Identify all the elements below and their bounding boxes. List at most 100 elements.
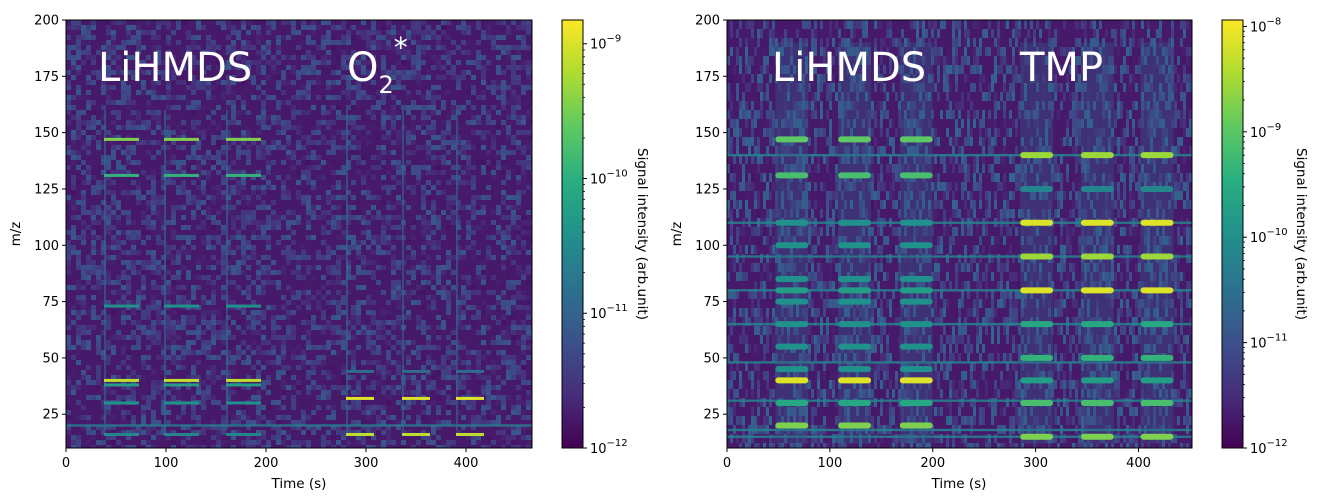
noise-cell: [136, 185, 141, 190]
noise-cell: [778, 65, 781, 74]
noise-cell: [186, 85, 191, 90]
noise-cell: [171, 320, 176, 325]
noise-cell: [386, 170, 391, 175]
noise-cell: [346, 350, 351, 355]
noise-cell: [66, 100, 71, 105]
noise-cell: [86, 325, 91, 330]
noise-cell: [326, 345, 331, 350]
noise-cell: [411, 140, 416, 145]
noise-cell: [511, 240, 516, 245]
noise-cell: [191, 105, 196, 110]
noise-cell: [386, 320, 391, 325]
noise-cell: [516, 415, 521, 420]
noise-cell: [331, 355, 336, 360]
noise-cell: [266, 360, 271, 365]
noise-cell: [121, 410, 126, 415]
noise-cell: [101, 260, 106, 265]
noise-cell: [476, 330, 481, 335]
noise-cell: [146, 90, 151, 95]
noise-cell: [301, 265, 306, 270]
noise-cell: [421, 435, 426, 440]
noise-cell: [733, 155, 736, 164]
noise-cell: [406, 95, 411, 100]
noise-cell: [766, 236, 769, 245]
noise-cell: [306, 300, 311, 305]
noise-cell: [216, 180, 221, 185]
noise-cell: [371, 405, 376, 410]
continuous-line: [66, 424, 532, 427]
noise-cell: [406, 115, 411, 120]
noise-cell: [296, 440, 301, 445]
noise-cell: [211, 110, 216, 115]
noise-cell: [206, 85, 211, 90]
noise-cell: [156, 210, 161, 215]
noise-cell: [81, 270, 86, 275]
noise-cell: [221, 230, 226, 235]
noise-cell: [96, 150, 101, 155]
noise-cell: [366, 90, 371, 95]
noise-cell: [733, 254, 736, 263]
noise-cell: [301, 335, 306, 340]
noise-cell: [151, 325, 156, 330]
noise-cell: [186, 60, 191, 65]
noise-cell: [276, 80, 281, 85]
noise-cell: [446, 300, 451, 305]
noise-cell: [727, 290, 730, 299]
noise-cell: [116, 215, 121, 220]
noise-cell: [516, 270, 521, 275]
noise-cell: [386, 135, 391, 140]
noise-cell: [471, 60, 476, 65]
noise-cell: [106, 210, 111, 215]
noise-cell: [291, 80, 296, 85]
noise-cell: [251, 185, 256, 190]
noise-cell: [466, 90, 471, 95]
noise-cell: [733, 317, 736, 326]
noise-cell: [236, 330, 241, 335]
noise-cell: [745, 155, 748, 164]
noise-cell: [146, 395, 151, 400]
pulse-band: [164, 378, 199, 382]
noise-cell: [281, 380, 286, 385]
noise-cell: [246, 75, 251, 80]
noise-cell: [781, 146, 784, 155]
noise-cell: [271, 185, 276, 190]
noise-cell: [366, 130, 371, 135]
noise-cell: [401, 30, 406, 35]
noise-cell: [778, 227, 781, 236]
y-tick-label: 50: [42, 351, 59, 366]
noise-cell: [406, 35, 411, 40]
noise-cell: [436, 425, 441, 430]
noise-cell: [486, 340, 491, 345]
noise-cell: [191, 415, 196, 420]
noise-cell: [196, 165, 201, 170]
noise-cell: [241, 55, 246, 60]
noise-cell: [301, 110, 306, 115]
noise-cell: [156, 385, 161, 390]
noise-cell: [754, 119, 757, 128]
noise-cell: [431, 55, 436, 60]
noise-cell: [261, 235, 266, 240]
noise-cell: [141, 245, 146, 250]
noise-cell: [151, 315, 156, 320]
noise-cell: [757, 74, 760, 83]
noise-cell: [181, 365, 186, 370]
noise-cell: [506, 365, 511, 370]
noise-cell: [301, 195, 306, 200]
noise-cell: [511, 300, 516, 305]
noise-cell: [341, 345, 346, 350]
noise-cell: [246, 135, 251, 140]
noise-cell: [266, 170, 271, 175]
noise-cell: [236, 265, 241, 270]
noise-cell: [141, 260, 146, 265]
noise-cell: [501, 70, 506, 75]
noise-cell: [321, 60, 326, 65]
noise-cell: [331, 65, 336, 70]
noise-cell: [146, 190, 151, 195]
noise-cell: [416, 80, 421, 85]
noise-cell: [71, 200, 76, 205]
noise-cell: [436, 165, 441, 170]
noise-cell: [206, 220, 211, 225]
noise-cell: [86, 50, 91, 55]
noise-cell: [66, 95, 71, 100]
noise-cell: [511, 250, 516, 255]
